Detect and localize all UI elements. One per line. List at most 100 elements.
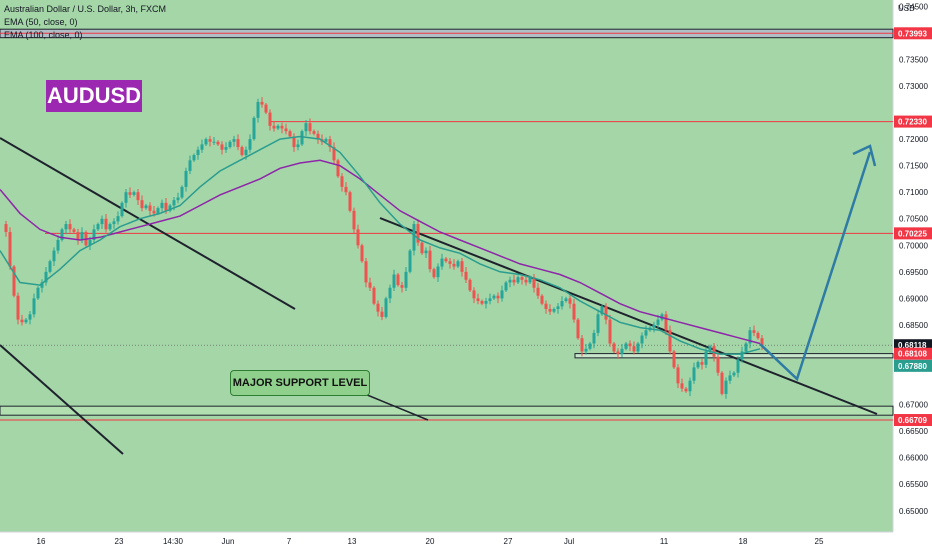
candle-body [124, 192, 128, 203]
candle-body [428, 250, 432, 270]
candle-body [752, 330, 756, 333]
candle-body [580, 338, 584, 352]
candle-body [368, 282, 372, 288]
candle-body [364, 261, 368, 283]
candle-body [420, 242, 424, 254]
candle-body [224, 147, 228, 150]
candle-body [584, 348, 588, 352]
candle-body [12, 266, 16, 296]
candle-body [360, 245, 364, 262]
candle-body [472, 290, 476, 299]
candle-body [48, 261, 52, 272]
time-tick: 27 [504, 537, 513, 546]
price-tick: 0.73000 [899, 82, 928, 91]
candle-body [468, 279, 472, 291]
candle-body [464, 271, 468, 280]
chart-background [0, 0, 893, 532]
major-support-callout: MAJOR SUPPORT LEVEL [230, 370, 370, 396]
candle-body [208, 139, 212, 142]
candle-body [68, 224, 72, 230]
time-tick: 13 [348, 537, 357, 546]
candle-body [336, 160, 340, 177]
candle-body [492, 295, 496, 299]
candle-body [260, 101, 264, 105]
candle-body [620, 348, 624, 355]
candle-body [180, 186, 184, 198]
candle-body [716, 356, 720, 373]
candle-body [36, 287, 40, 299]
trendline-lower-left[interactable] [0, 344, 124, 455]
ema-100-line [0, 159, 761, 345]
candle-body [568, 298, 572, 304]
horizontal-levels-layer [0, 32, 893, 421]
candle-body [684, 388, 688, 392]
candle-body [628, 343, 632, 347]
candle-body [32, 298, 36, 315]
price-tick: 0.66500 [899, 427, 928, 436]
price-label-bg [894, 414, 932, 427]
candle-body [140, 200, 144, 209]
candle-body [700, 362, 704, 365]
projection-path [759, 151, 872, 382]
candle-body [340, 176, 344, 187]
candle-body [64, 224, 68, 230]
price-tick: 0.65000 [899, 507, 928, 516]
price-tick: 0.70500 [899, 215, 928, 224]
candle-body [416, 224, 420, 243]
candle-body [536, 287, 540, 296]
candle-body [392, 274, 396, 288]
candle-body [612, 343, 616, 352]
candle-body [440, 258, 444, 267]
candle-body [728, 375, 732, 381]
candle-body [108, 224, 112, 230]
time-axis-background [0, 532, 893, 550]
candle-body [572, 303, 576, 320]
candle-body [344, 186, 348, 193]
candle-body [680, 383, 684, 389]
candle-body [668, 330, 672, 352]
price-axis-labels: 0.739930.723300.702250.6811802:30:060.68… [894, 27, 932, 427]
candle-body [712, 346, 716, 357]
candle-body [432, 269, 436, 278]
candle-body [88, 239, 92, 246]
candle-body [264, 104, 268, 113]
candle-body [560, 301, 564, 307]
time-tick: 23 [115, 537, 124, 546]
candle-body [424, 250, 428, 254]
price-tick: 0.69500 [899, 268, 928, 277]
candle-body [284, 128, 288, 132]
price-axis-ticks: 0.74500 0.73500 0.73000 0.72000 0.71500 0.710… [899, 2, 928, 515]
candle-body [380, 311, 384, 317]
candle-body [452, 263, 456, 267]
projection-arrow[interactable] [759, 144, 877, 382]
price-tick: 0.71500 [899, 162, 928, 171]
candle-body [292, 136, 296, 148]
price-tick: 0.72000 [899, 135, 928, 144]
candle-body [480, 301, 484, 304]
candle-body [456, 261, 460, 267]
candle-body [460, 261, 464, 272]
candle-body [508, 279, 512, 283]
candle-body [236, 139, 240, 148]
candle-body [544, 303, 548, 310]
candle-body [92, 229, 96, 240]
price-tick: 0.73500 [899, 55, 928, 64]
price-label-text: 0.72330 [898, 118, 927, 127]
price-label-bg [894, 347, 932, 360]
candle-body [396, 274, 400, 286]
trendline-descending-resistance[interactable] [379, 217, 878, 415]
candle-body [760, 338, 764, 346]
candle-body [72, 229, 76, 233]
price-label-bg [894, 359, 932, 372]
candle-body [488, 298, 492, 302]
time-tick: 11 [660, 537, 669, 546]
trendline-upper-left[interactable] [0, 137, 296, 310]
currency-label: USD [898, 4, 915, 13]
candle-body [676, 367, 680, 384]
candle-body [24, 319, 28, 323]
candle-body [412, 224, 416, 251]
time-tick: 16 [37, 537, 46, 546]
candle-body [164, 202, 168, 211]
time-tick: 20 [426, 537, 435, 546]
